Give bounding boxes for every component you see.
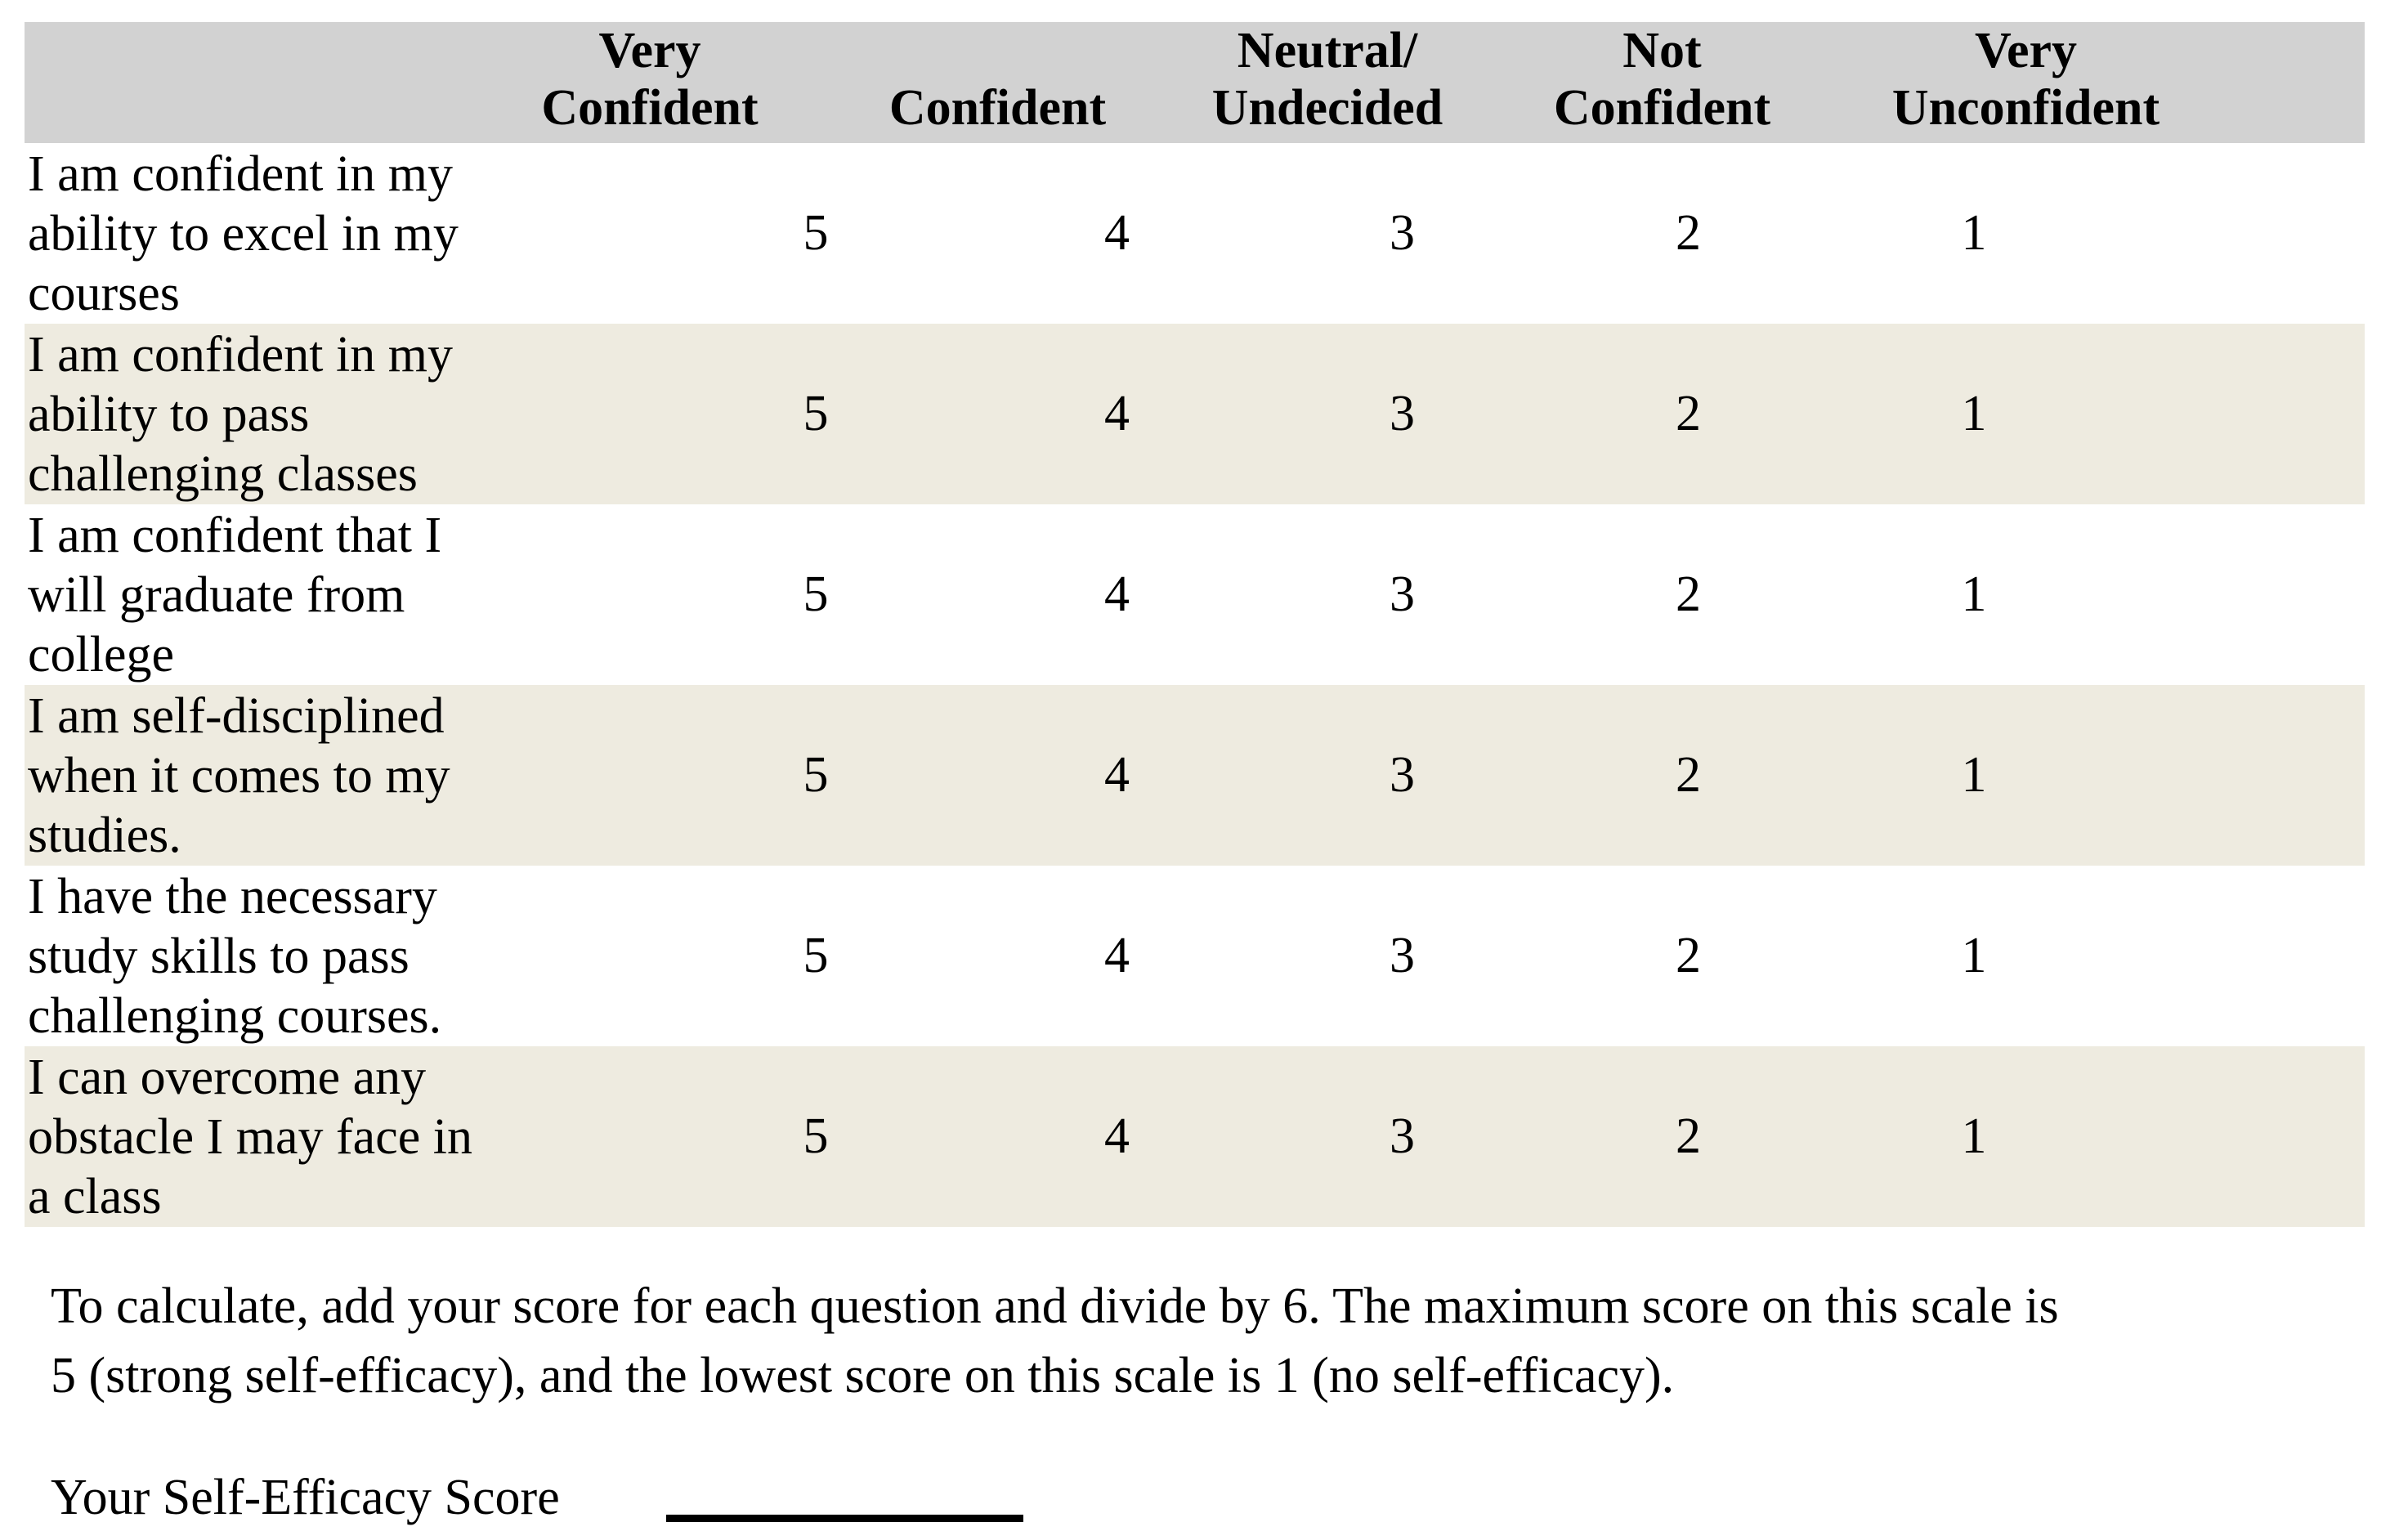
score-label: Your Self-Efficacy Score (51, 1470, 560, 1525)
rating-option-3[interactable]: 3 (1390, 928, 1415, 983)
question-cell: I am confident that I will graduate from… (28, 508, 442, 683)
rating-option-2[interactable]: 2 (1676, 1108, 1701, 1164)
rating-option-1[interactable]: 1 (1961, 566, 1987, 622)
rating-option-5[interactable]: 5 (803, 1108, 829, 1164)
rating-option-5[interactable]: 5 (803, 747, 829, 803)
question-cell: I have the necessary study skills to pas… (28, 869, 442, 1044)
score-row: Your Self-Efficacy Score (51, 1468, 2365, 1527)
row-filler-cell (2115, 685, 2365, 866)
header-col-not-confident: Not Confident (1553, 23, 1771, 136)
rating-option-4[interactable]: 4 (1104, 566, 1130, 622)
header-col-very-confident: Very Confident (541, 23, 759, 136)
rating-option-5[interactable]: 5 (803, 386, 829, 441)
table-row: I am confident in my ability to pass cha… (25, 324, 2365, 504)
table-row: I have the necessary study skills to pas… (25, 866, 2365, 1046)
question-cell: I am confident in my ability to excel in… (28, 146, 459, 321)
rating-option-5[interactable]: 5 (803, 928, 829, 983)
rating-option-3[interactable]: 3 (1390, 386, 1415, 441)
table-body: I am confident in my ability to excel in… (25, 143, 2365, 1227)
header-col-very-unconfident: Very Unconfident (1891, 23, 2160, 136)
header-empty-cell (25, 137, 472, 143)
question-cell: I am self-disciplined when it comes to m… (28, 688, 450, 863)
rating-option-2[interactable]: 2 (1676, 386, 1701, 441)
self-efficacy-table: Very Confident Confident Neutral/ Undeci… (25, 22, 2365, 1227)
rating-option-5[interactable]: 5 (803, 566, 829, 622)
header-col-confident: Confident (888, 80, 1107, 136)
rating-option-1[interactable]: 1 (1961, 205, 1987, 261)
rating-option-1[interactable]: 1 (1961, 747, 1987, 803)
rating-option-4[interactable]: 4 (1104, 205, 1130, 261)
table-row: I can overcome any obstacle I may face i… (25, 1046, 2365, 1227)
row-filler-cell (2115, 1046, 2365, 1227)
table-header-row: Very Confident Confident Neutral/ Undeci… (25, 22, 2365, 143)
rating-option-1[interactable]: 1 (1961, 386, 1987, 441)
score-blank-line[interactable] (665, 1515, 1023, 1522)
table-row: I am confident in my ability to excel in… (25, 143, 2365, 324)
rating-option-4[interactable]: 4 (1104, 1108, 1130, 1164)
rating-option-3[interactable]: 3 (1390, 566, 1415, 622)
rating-option-3[interactable]: 3 (1390, 1108, 1415, 1164)
row-filler-cell (2115, 504, 2365, 685)
question-cell: I can overcome any obstacle I may face i… (28, 1050, 472, 1224)
rating-option-2[interactable]: 2 (1676, 928, 1701, 983)
rating-option-1[interactable]: 1 (1961, 928, 1987, 983)
header-col-neutral-undecided: Neutral/ Undecided (1211, 23, 1443, 136)
rating-option-2[interactable]: 2 (1676, 747, 1701, 803)
table-row: I am confident that I will graduate from… (25, 504, 2365, 685)
question-cell: I am confident in my ability to pass cha… (28, 327, 453, 502)
rating-option-4[interactable]: 4 (1104, 928, 1130, 983)
rating-option-3[interactable]: 3 (1390, 747, 1415, 803)
rating-option-2[interactable]: 2 (1676, 205, 1701, 261)
rating-option-2[interactable]: 2 (1676, 566, 1701, 622)
scoring-instructions: To calculate, add your score for each qu… (51, 1278, 2059, 1403)
header-filler-cell (2215, 137, 2365, 143)
rating-option-1[interactable]: 1 (1961, 1108, 1987, 1164)
rating-option-4[interactable]: 4 (1104, 747, 1130, 803)
document-page: Very Confident Confident Neutral/ Undeci… (25, 22, 2365, 1527)
row-filler-cell (2115, 324, 2365, 504)
rating-option-4[interactable]: 4 (1104, 386, 1130, 441)
row-filler-cell (2115, 866, 2365, 1046)
rating-option-3[interactable]: 3 (1390, 205, 1415, 261)
rating-option-5[interactable]: 5 (803, 205, 829, 261)
table-row: I am self-disciplined when it comes to m… (25, 685, 2365, 866)
row-filler-cell (2115, 143, 2365, 324)
